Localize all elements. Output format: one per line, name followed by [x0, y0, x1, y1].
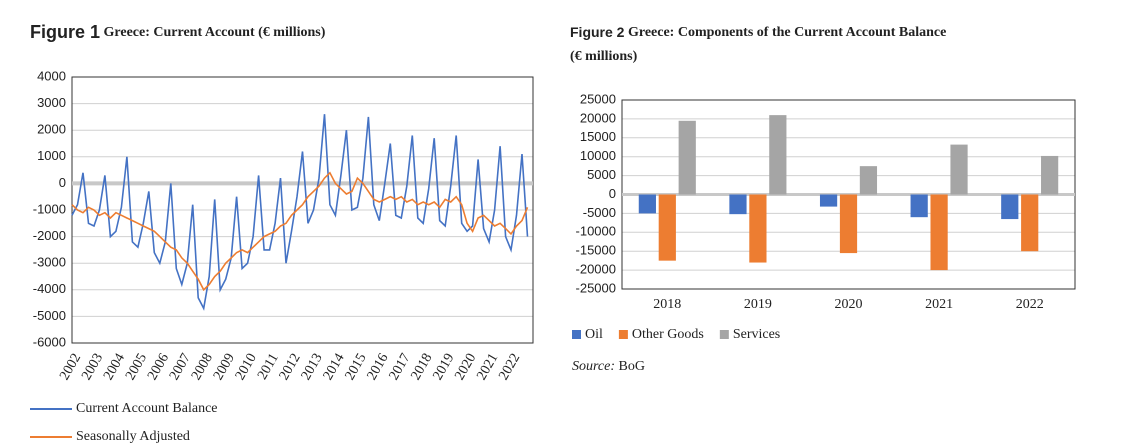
- legend-swatch: [618, 330, 628, 339]
- line-series: [71, 114, 529, 311]
- x-tick-label: 2020: [835, 297, 863, 312]
- x-tick-label: 2005: [123, 351, 150, 383]
- x-tick-label: 2010: [233, 351, 260, 383]
- legend-label: Oil: [585, 327, 603, 342]
- y-tick-label: -5000: [583, 205, 616, 220]
- figure-label: Figure 2: [570, 24, 625, 40]
- x-tick-label: 2020: [452, 351, 479, 383]
- x-tick-label: 2019: [430, 351, 457, 383]
- x-tick-label: 2013: [299, 351, 326, 383]
- title-text: Greece: Current Account (€ millions): [104, 25, 326, 40]
- y-tick-label: -15000: [576, 243, 616, 258]
- x-tick-label: 2018: [653, 297, 681, 312]
- x-tick-label: 2016: [365, 351, 392, 383]
- x-tick-label: 2003: [79, 351, 106, 383]
- x-tick-label: 2018: [408, 351, 435, 383]
- bar: [1001, 194, 1019, 220]
- bar: [950, 144, 968, 195]
- x-tick-label: 2006: [145, 351, 172, 383]
- x-tick-label: 2015: [343, 351, 370, 383]
- y-tick-label: 25000: [580, 91, 616, 106]
- x-tick-label: 2012: [277, 351, 304, 383]
- bar: [1041, 155, 1059, 195]
- x-tick-label: 2014: [321, 351, 348, 383]
- legend-label: Services: [733, 327, 780, 342]
- x-tick-label: 2008: [189, 351, 216, 383]
- legend-label: Seasonally Adjusted: [76, 429, 190, 444]
- x-tick-label: 2019: [744, 297, 772, 312]
- y-tick-label: 0: [609, 186, 616, 201]
- y-tick-label: 10000: [580, 148, 616, 163]
- bar: [859, 166, 878, 195]
- bar: [930, 194, 948, 271]
- bar: [638, 194, 656, 214]
- bar: [658, 194, 676, 261]
- y-tick-label: 5000: [587, 167, 616, 182]
- line-series: [71, 171, 529, 292]
- y-tick-label: 0: [59, 175, 66, 190]
- bar: [819, 194, 838, 207]
- y-tick-label: 2000: [37, 122, 66, 137]
- legend-swatch: [719, 330, 729, 339]
- bar: [729, 194, 747, 215]
- source-note: Source: BoG: [572, 359, 645, 374]
- legend-swatch: [572, 330, 581, 339]
- y-tick-label: -6000: [33, 334, 66, 349]
- x-tick-label: 2022: [496, 351, 523, 383]
- y-tick-label: -5000: [33, 308, 66, 323]
- bar: [749, 194, 767, 263]
- title-line: (€ millions): [570, 49, 638, 64]
- bar: [678, 120, 696, 195]
- x-tick-label: 2021: [474, 351, 501, 383]
- y-tick-label: -10000: [576, 224, 616, 239]
- x-tick-label: 2021: [925, 297, 953, 312]
- y-tick-label: 1000: [37, 148, 66, 163]
- x-tick-label: 2009: [211, 351, 238, 383]
- y-tick-label: -3000: [33, 255, 66, 270]
- bar: [839, 194, 858, 254]
- chart-title: Figure 2 Greece: Components of the Curre…: [570, 24, 946, 65]
- legend-label: Current Account Balance: [76, 401, 218, 416]
- source-label: Source:: [572, 359, 615, 374]
- legend-label: Other Goods: [632, 327, 704, 342]
- x-tick-label: 2011: [255, 351, 282, 382]
- y-tick-label: -1000: [33, 201, 66, 216]
- y-tick-label: -25000: [576, 280, 616, 295]
- chart-title: Figure 1 Greece: Current Account (€ mill…: [30, 22, 326, 42]
- x-tick-label: 2007: [167, 351, 194, 383]
- y-tick-label: 15000: [580, 129, 616, 144]
- y-tick-label: -4000: [33, 281, 66, 296]
- y-tick-label: -20000: [576, 262, 616, 277]
- bar: [910, 194, 928, 218]
- x-tick-label: 2017: [387, 351, 414, 383]
- plot-frame: [71, 76, 534, 344]
- y-tick-label: 3000: [37, 95, 66, 110]
- y-tick-label: -2000: [33, 228, 66, 243]
- y-tick-label: 4000: [37, 68, 66, 83]
- bar: [769, 115, 787, 195]
- source: BoG: [619, 359, 645, 374]
- y-tick-label: 20000: [580, 110, 616, 125]
- x-tick-label: 2002: [57, 351, 84, 383]
- x-tick-label: 2022: [1016, 297, 1044, 312]
- title-line: Greece: Components of the Current Accoun…: [624, 25, 946, 40]
- x-tick-label: 2004: [101, 351, 128, 383]
- figure-label: Figure 1: [30, 22, 100, 42]
- bar: [1021, 194, 1039, 252]
